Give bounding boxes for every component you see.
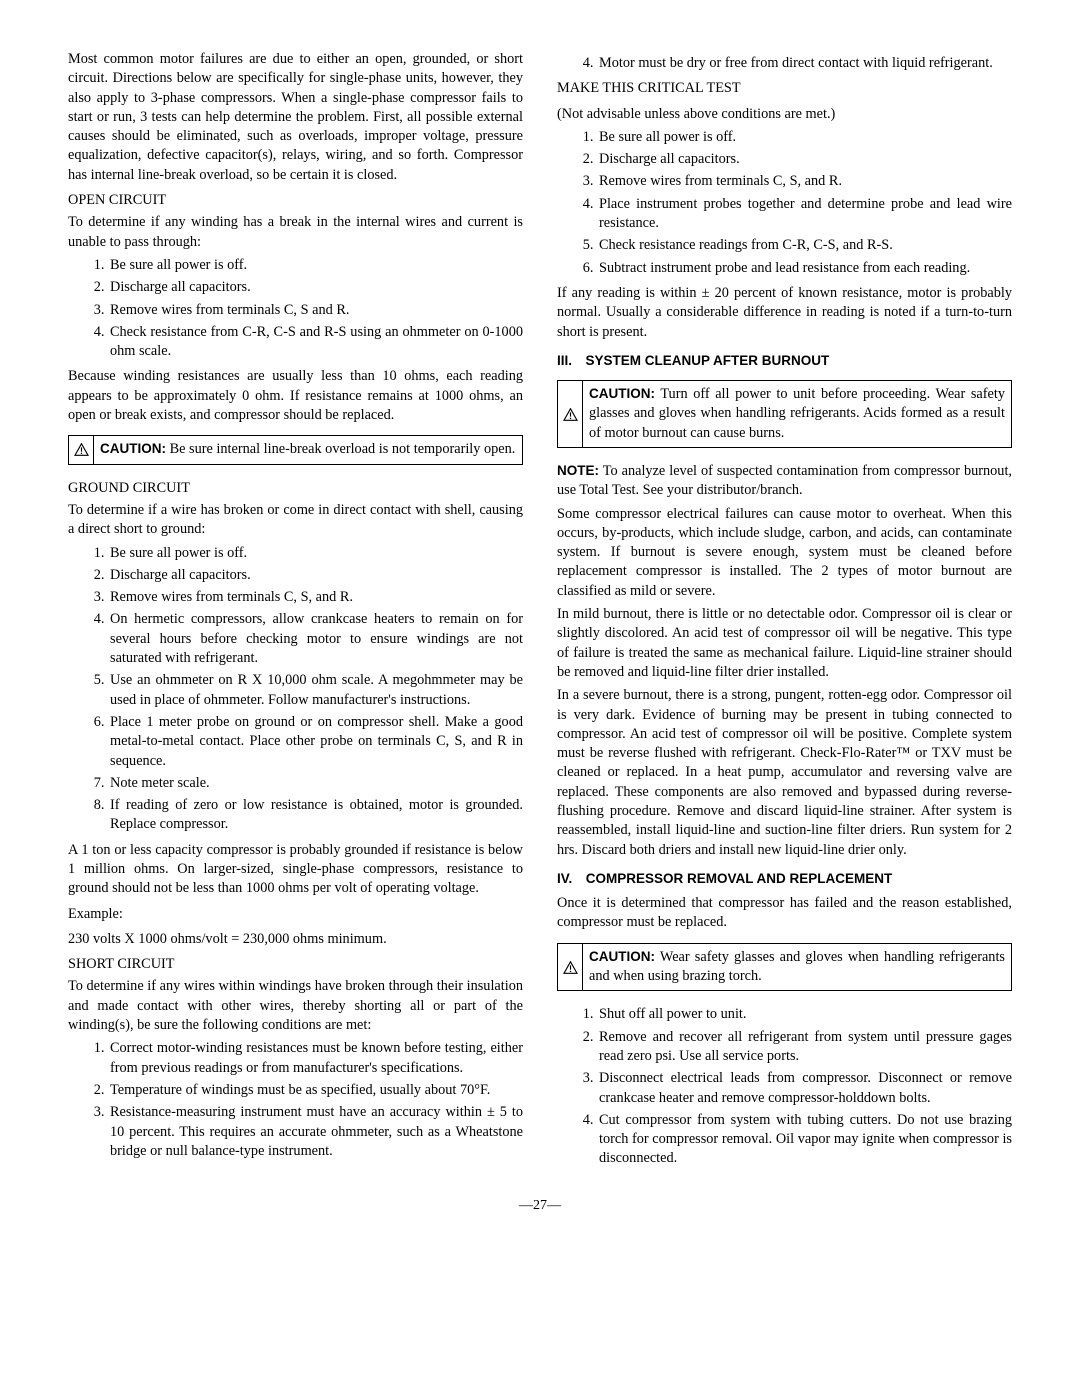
open-circuit-after: Because winding resistances are usually … — [68, 367, 523, 425]
list-item: Disconnect electrical leads from compres… — [597, 1069, 1012, 1108]
warning-icon — [558, 381, 583, 447]
make-test-sub: (Not advisable unless above conditions a… — [557, 105, 1012, 124]
list-item: Place 1 meter probe on ground or on comp… — [108, 713, 523, 771]
list-item: Remove wires from terminals C, S and R. — [108, 301, 523, 320]
list-item: Note meter scale. — [108, 774, 523, 793]
burnout-p1: Some compressor electrical failures can … — [557, 505, 1012, 601]
open-circuit-list: Be sure all power is off. Discharge all c… — [68, 256, 523, 361]
left-column: Most common motor failures are due to ei… — [68, 50, 523, 1175]
list-item: Use an ohmmeter on R X 10,000 ohm scale.… — [108, 671, 523, 710]
burnout-p2: In mild burnout, there is little or no d… — [557, 605, 1012, 682]
caution-box-3: CAUTION: Wear safety glasses and gloves … — [557, 943, 1012, 992]
list-item: On hermetic compressors, allow crankcase… — [108, 610, 523, 668]
list-item: Motor must be dry or free from direct co… — [597, 54, 1012, 73]
caution-box-2: CAUTION: Turn off all power to unit befo… — [557, 380, 1012, 448]
right-column: Motor must be dry or free from direct co… — [557, 50, 1012, 1175]
short-circuit-intro: To determine if any wires within winding… — [68, 977, 523, 1035]
top-continued-list: Motor must be dry or free from direct co… — [557, 54, 1012, 73]
caution-2-text: CAUTION: Turn off all power to unit befo… — [583, 381, 1011, 447]
list-item: Shut off all power to unit. — [597, 1005, 1012, 1024]
section-iv-intro: Once it is determined that compressor ha… — [557, 894, 1012, 933]
list-item: If reading of zero or low resistance is … — [108, 796, 523, 835]
example-label: Example: — [68, 905, 523, 924]
warning-icon — [69, 436, 94, 463]
example-line: 230 volts X 1000 ohms/volt = 230,000 ohm… — [68, 930, 523, 949]
note-paragraph: NOTE: To analyze level of suspected cont… — [557, 462, 1012, 501]
ground-circuit-intro: To determine if a wire has broken or com… — [68, 501, 523, 540]
list-item: Place instrument probes together and det… — [597, 195, 1012, 234]
list-item: Correct motor-winding resistances must b… — [108, 1039, 523, 1078]
make-test-list: Be sure all power is off. Discharge all c… — [557, 128, 1012, 278]
warning-icon — [558, 944, 583, 991]
short-circuit-head: SHORT CIRCUIT — [68, 955, 523, 974]
list-item: Be sure all power is off. — [597, 128, 1012, 147]
list-item: Remove and recover all refrigerant from … — [597, 1028, 1012, 1067]
list-item: Be sure all power is off. — [108, 256, 523, 275]
open-circuit-intro: To determine if any winding has a break … — [68, 213, 523, 252]
list-item: Discharge all capacitors. — [108, 566, 523, 585]
ground-circuit-after: A 1 ton or less capacity compressor is p… — [68, 841, 523, 899]
list-item: Discharge all capacitors. — [597, 150, 1012, 169]
list-item: Remove wires from terminals C, S, and R. — [597, 172, 1012, 191]
open-circuit-head: OPEN CIRCUIT — [68, 191, 523, 210]
list-item: Remove wires from terminals C, S, and R. — [108, 588, 523, 607]
caution-3-text: CAUTION: Wear safety glasses and gloves … — [583, 944, 1011, 991]
list-item: Temperature of windings must be as speci… — [108, 1081, 523, 1100]
list-item: Subtract instrument probe and lead resis… — [597, 259, 1012, 278]
list-item: Check resistance from C-R, C-S and R-S u… — [108, 323, 523, 362]
caution-1-text: CAUTION: Be sure internal line-break ove… — [94, 436, 522, 463]
list-item: Resistance-measuring instrument must hav… — [108, 1103, 523, 1161]
ground-circuit-list: Be sure all power is off. Discharge all c… — [68, 544, 523, 835]
list-item: Be sure all power is off. — [108, 544, 523, 563]
short-circuit-list: Correct motor-winding resistances must b… — [68, 1039, 523, 1161]
section-iv-head: IV. COMPRESSOR REMOVAL AND REPLACEMENT — [557, 870, 1012, 888]
intro-paragraph: Most common motor failures are due to ei… — [68, 50, 523, 185]
list-item: Cut compressor from system with tubing c… — [597, 1111, 1012, 1169]
burnout-p3: In a severe burnout, there is a strong, … — [557, 686, 1012, 860]
ground-circuit-head: GROUND CIRCUIT — [68, 479, 523, 498]
list-item: Check resistance readings from C-R, C-S,… — [597, 236, 1012, 255]
section-iii-head: III. SYSTEM CLEANUP AFTER BURNOUT — [557, 352, 1012, 370]
make-test-head: MAKE THIS CRITICAL TEST — [557, 79, 1012, 98]
caution-box-1: CAUTION: Be sure internal line-break ove… — [68, 435, 523, 464]
make-test-after: If any reading is within ± 20 percent of… — [557, 284, 1012, 342]
list-item: Discharge all capacitors. — [108, 278, 523, 297]
page-number: —27— — [68, 1197, 1012, 1216]
section-iv-list: Shut off all power to unit. Remove and re… — [557, 1005, 1012, 1168]
